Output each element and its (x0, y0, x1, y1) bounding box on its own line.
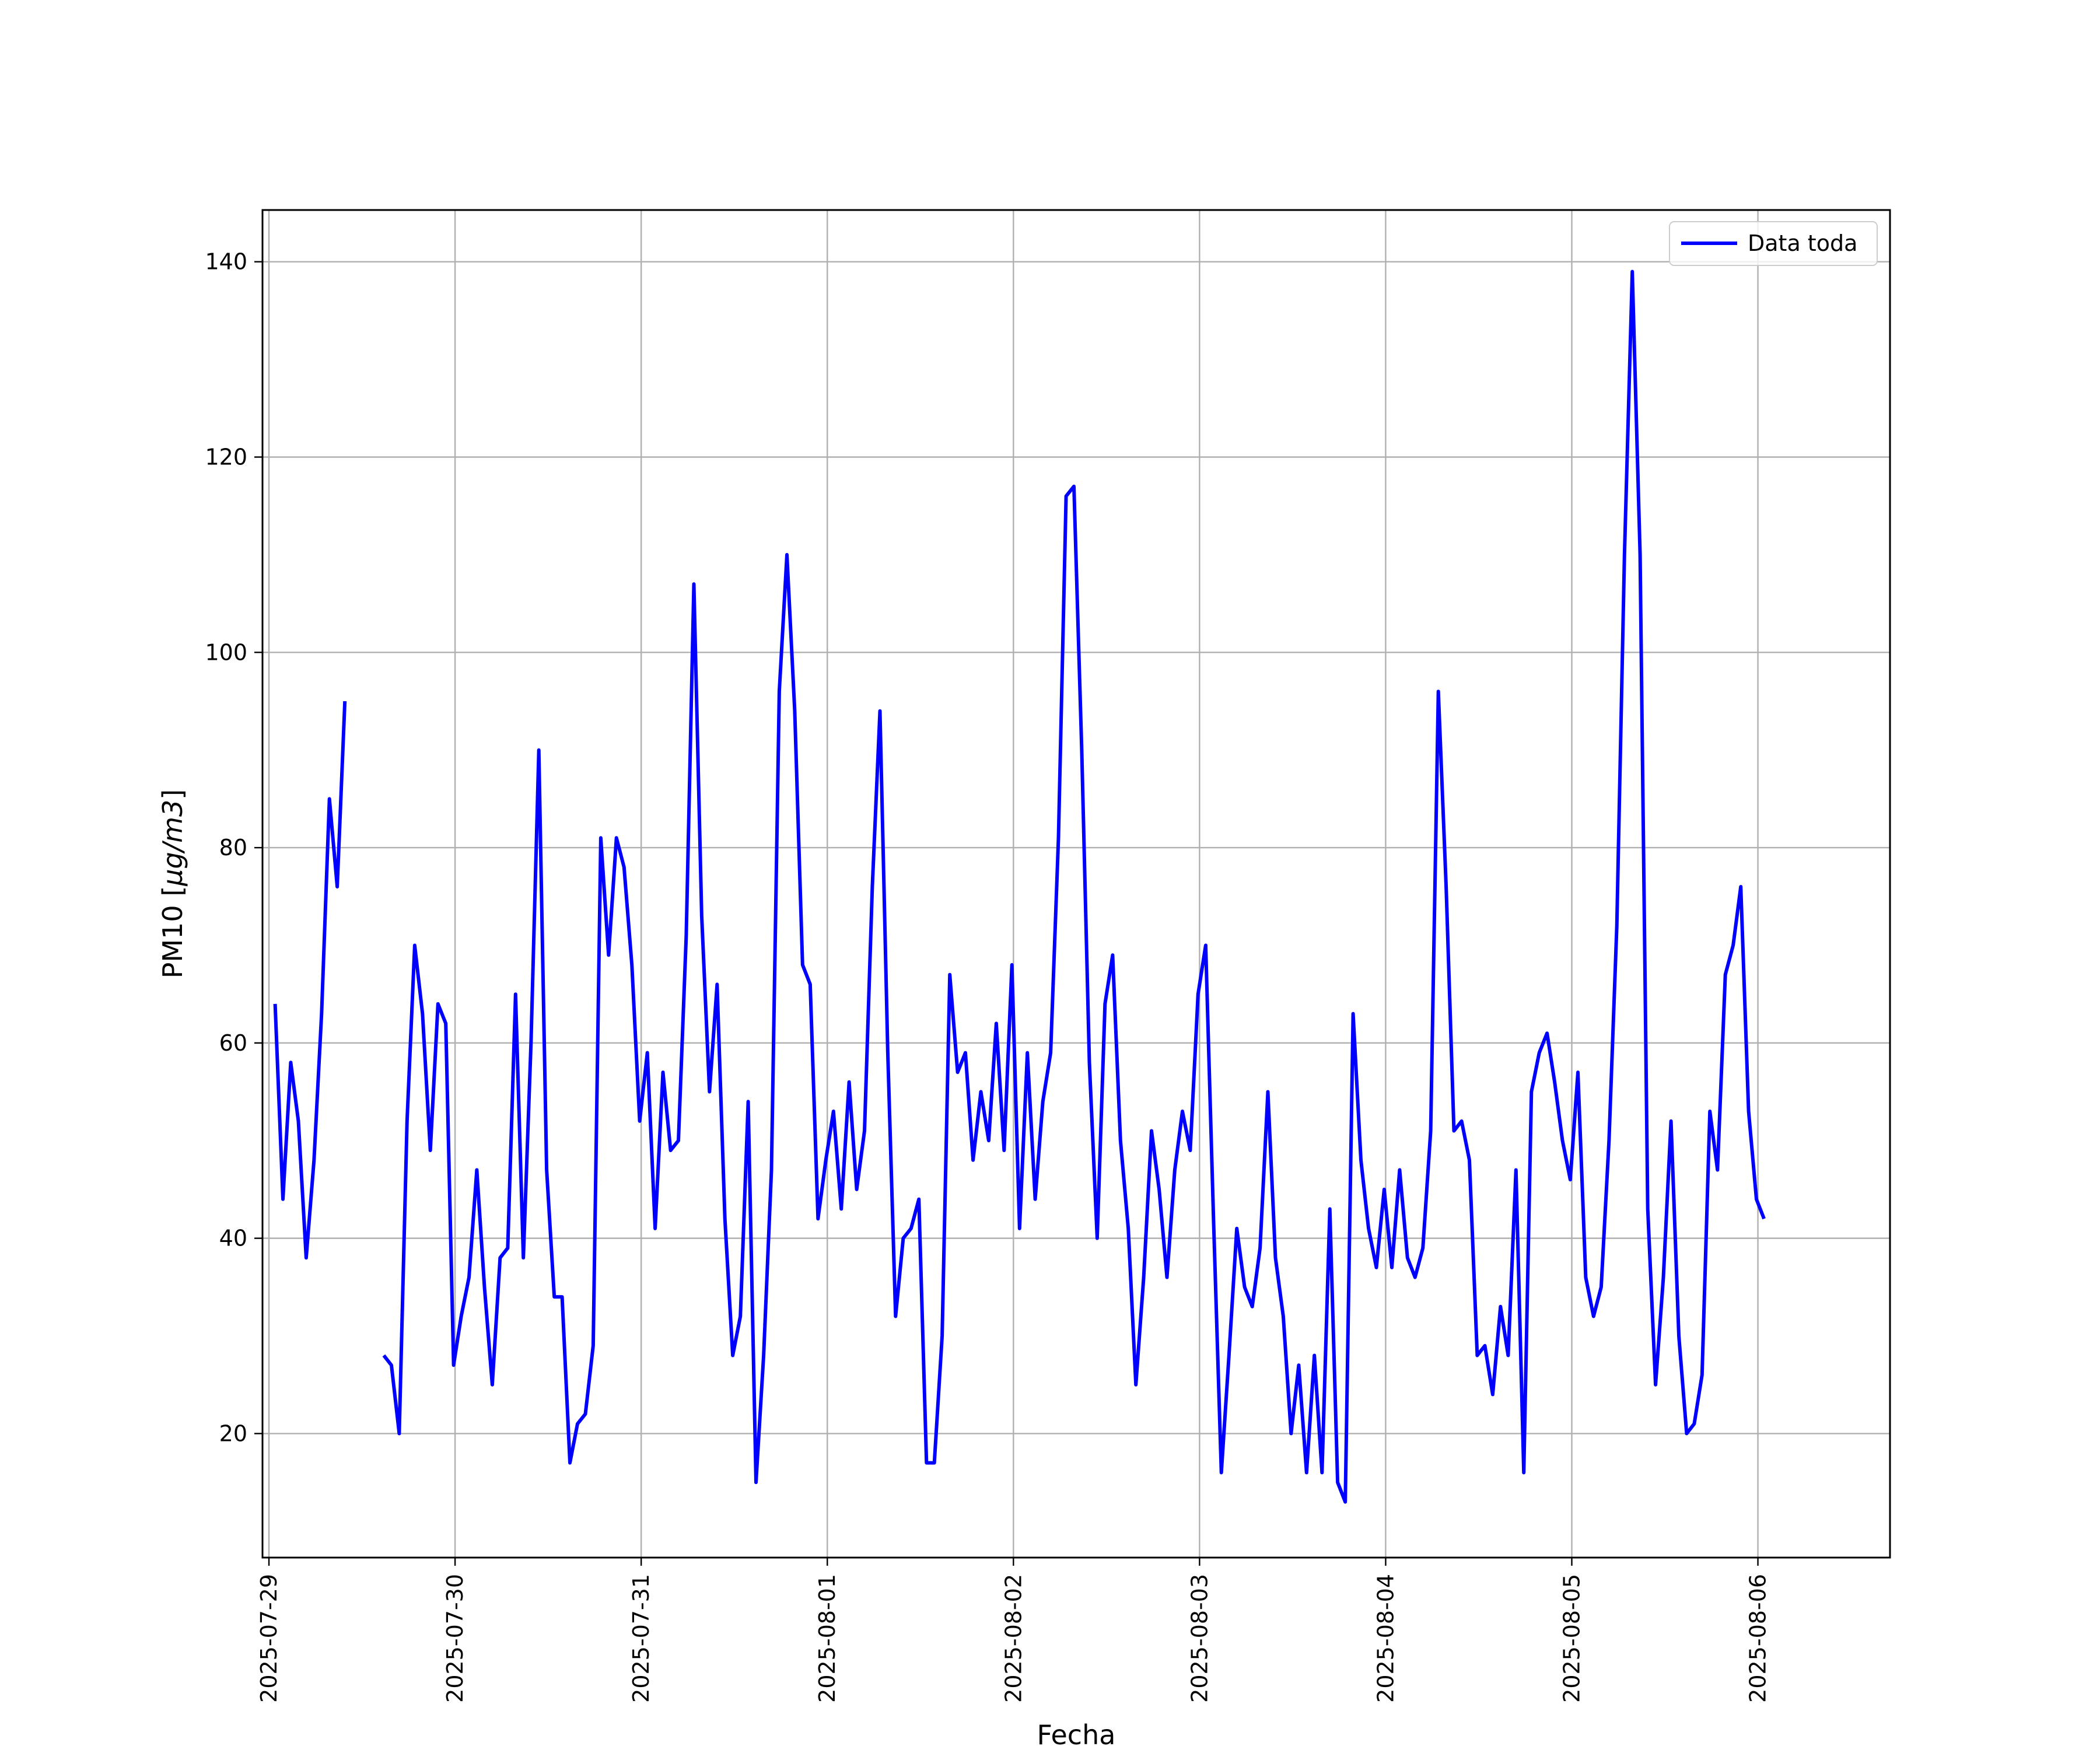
y-tick-label: 100 (205, 639, 247, 665)
y-axis-title-suffix: ] (157, 789, 188, 800)
plot-area-frame (261, 209, 1891, 1559)
x-tick-label: 2025-08-01 (814, 1574, 840, 1703)
x-axis-title: Fecha (1037, 1719, 1116, 1750)
x-tick-label: 2025-07-29 (256, 1574, 282, 1703)
legend: Data toda (1669, 221, 1878, 266)
y-tick-label: 80 (219, 835, 247, 860)
x-tick-label: 2025-08-05 (1559, 1574, 1584, 1703)
series-layer (273, 270, 1766, 1504)
y-tick-label: 120 (205, 445, 247, 470)
y-axis-title-prefix: PM10 [ (157, 886, 188, 979)
x-tick-label: 2025-08-06 (1745, 1574, 1771, 1703)
y-axis-title: PM10 [μg/m3] (157, 789, 188, 979)
y-tick-label: 60 (219, 1030, 247, 1056)
y-tick-label: 140 (205, 249, 247, 275)
x-tick-label: 2025-07-30 (442, 1574, 468, 1703)
y-tick-label: 40 (219, 1226, 247, 1251)
grid (262, 210, 1890, 1558)
x-axis-ticks: 2025-07-29 2025-07-30 2025-07-31 2025-08-01… (256, 1558, 1771, 1703)
legend-box (1669, 221, 1878, 266)
series-line-0 (273, 270, 1766, 1504)
legend-label: Data toda (1748, 230, 1857, 256)
x-tick-label: 2025-08-04 (1373, 1574, 1398, 1703)
x-tick-label: 2025-07-31 (628, 1574, 654, 1703)
x-tick-label: 2025-08-02 (1000, 1574, 1026, 1703)
y-axis-ticks: 20 40 60 80 100 120 140 (205, 249, 262, 1446)
y-axis-title-unit: μg/m3 (157, 800, 188, 887)
y-tick-label: 20 (219, 1420, 247, 1446)
x-tick-label: 2025-08-03 (1186, 1574, 1212, 1703)
